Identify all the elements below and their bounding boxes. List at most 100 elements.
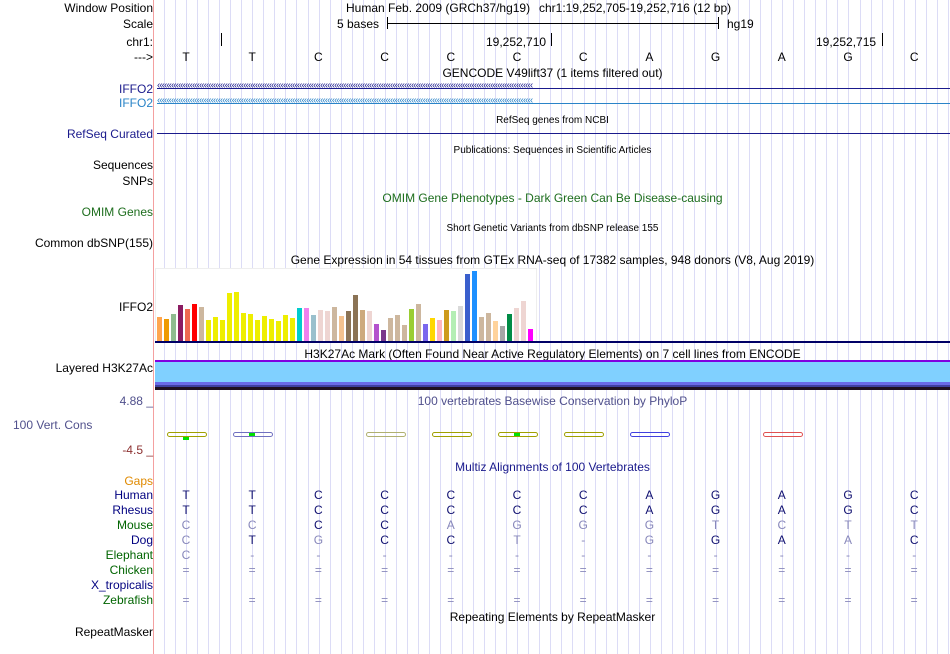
aligned-base: - — [250, 548, 255, 562]
aligned-base: C — [446, 533, 456, 547]
gtex-tissue-bar — [409, 308, 414, 342]
gaps-label: Gaps — [124, 474, 153, 488]
grid-line — [627, 0, 629, 654]
species-label-rhesus: Rhesus — [112, 503, 153, 517]
gtex-tissue-bar — [213, 316, 218, 342]
cons-label[interactable]: 100 Vert. Cons — [13, 418, 93, 432]
aligned-base: G — [644, 518, 655, 532]
label-chr: chr1: — [126, 35, 153, 49]
gtex-tissue-bar — [346, 310, 351, 342]
aligned-base: = — [314, 593, 322, 607]
dbsnp-label[interactable]: Common dbSNP(155) — [34, 236, 153, 250]
aligned-base: - — [647, 548, 652, 562]
gtex-tissue-bar — [255, 319, 260, 342]
grid-line — [649, 0, 651, 654]
refseq-label[interactable]: RefSeq Curated — [66, 127, 153, 141]
gtex-tissue-bar — [171, 313, 176, 342]
aligned-base: = — [381, 593, 389, 607]
gtex-tissue-bar — [241, 312, 246, 342]
aligned-base: - — [779, 548, 784, 562]
tick-mark — [221, 33, 222, 46]
gtex-title: Gene Expression in 54 tissues from GTEx … — [290, 253, 815, 267]
aligned-base: = — [447, 593, 455, 607]
gtex-tissue-bar — [248, 313, 253, 342]
gtex-tissue-bar — [283, 314, 288, 342]
gencode-label-2[interactable]: IFFO2 — [118, 96, 153, 110]
aligned-base: - — [382, 548, 387, 562]
gtex-tissue-bar — [234, 292, 239, 342]
aligned-base: T — [711, 518, 720, 532]
aligned-base: - — [515, 548, 519, 562]
aligned-base: = — [778, 563, 786, 577]
grid-line — [727, 0, 729, 654]
grid-line — [616, 0, 618, 654]
aligned-base: A — [446, 518, 455, 532]
h3k27ac-signal[interactable] — [155, 360, 950, 392]
tick-label-2: 19,252,715 — [816, 35, 877, 49]
grid-line — [881, 0, 883, 654]
aligned-base: = — [645, 563, 653, 577]
grid-line — [892, 0, 894, 654]
aligned-base: T — [248, 503, 256, 517]
aligned-base: G — [578, 518, 588, 532]
species-label-elephant: Elephant — [105, 548, 153, 562]
gencode-transcript-iffo2[interactable] — [157, 88, 950, 89]
aligned-base: A — [843, 533, 852, 547]
grid-line — [572, 0, 574, 654]
grid-line — [749, 0, 751, 654]
base-letter: C — [446, 50, 456, 64]
tick-mark — [882, 33, 883, 46]
refseq-gene-iffo2[interactable] — [157, 133, 950, 134]
grid-line — [738, 0, 740, 654]
aligned-base: - — [912, 548, 917, 562]
sequences-label[interactable]: Sequences — [92, 158, 153, 172]
grid-line — [870, 0, 872, 654]
gtex-tissue-bar — [220, 319, 225, 342]
assembly-title: Human Feb. 2009 (GRCh37/hg19) — [346, 1, 531, 15]
base-letter: A — [645, 50, 654, 64]
aligned-base: - — [448, 548, 453, 562]
base-letter: C — [909, 50, 919, 64]
strand-arrows-icon: ‹‹‹‹‹‹‹‹‹‹‹‹‹‹‹‹‹‹‹‹‹‹‹‹‹‹‹‹‹‹‹‹‹‹‹‹‹‹‹‹… — [157, 80, 533, 91]
cons-score-mark — [167, 432, 207, 437]
grid-line — [716, 0, 717, 654]
base-letter: T — [248, 50, 256, 64]
aligned-base: = — [910, 563, 918, 577]
aligned-base: = — [712, 593, 720, 607]
gtex-tissue-bar — [493, 320, 498, 342]
aligned-base: C — [777, 518, 787, 532]
h3k27ac-label[interactable]: Layered H3K27Ac — [55, 361, 153, 375]
aligned-base: = — [579, 563, 587, 577]
cons-title: 100 vertebrates Basewise Conservation by… — [417, 394, 688, 408]
gtex-label[interactable]: IFFO2 — [118, 300, 153, 314]
grid-line — [804, 0, 806, 654]
aligned-base: A — [777, 503, 786, 517]
grid-line — [693, 0, 695, 654]
grid-line — [859, 0, 861, 654]
grid-line — [826, 0, 828, 654]
aligned-base: - — [581, 548, 586, 562]
aligned-base: C — [512, 488, 522, 502]
repeatmasker-label[interactable]: RepeatMasker — [74, 625, 153, 639]
aligned-base: = — [844, 593, 852, 607]
aligned-base: G — [710, 503, 721, 517]
scale-label: 5 bases — [337, 17, 380, 31]
gtex-chart[interactable] — [155, 268, 537, 343]
gencode-label[interactable]: IFFO2 — [118, 82, 153, 96]
gtex-tissue-bar — [402, 324, 407, 342]
gtex-tissue-bar — [318, 309, 323, 342]
aligned-base: = — [447, 563, 455, 577]
aligned-base: T — [248, 533, 256, 547]
gencode-transcript-iffo2-2[interactable] — [157, 103, 950, 104]
omim-label[interactable]: OMIM Genes — [81, 205, 153, 219]
gtex-tissue-bar — [339, 315, 344, 342]
snps-label[interactable]: SNPs — [122, 174, 153, 188]
aligned-base: = — [712, 563, 720, 577]
aligned-base: C — [181, 518, 191, 532]
grid-line — [760, 0, 762, 654]
aligned-base: = — [645, 593, 653, 607]
gtex-tissue-bar — [374, 323, 379, 342]
aligned-base: C — [446, 488, 456, 502]
gencode-title: GENCODE V49lift37 (1 items filtered out) — [442, 66, 663, 80]
dbsnp-title: Short Genetic Variants from dbSNP releas… — [446, 223, 659, 234]
